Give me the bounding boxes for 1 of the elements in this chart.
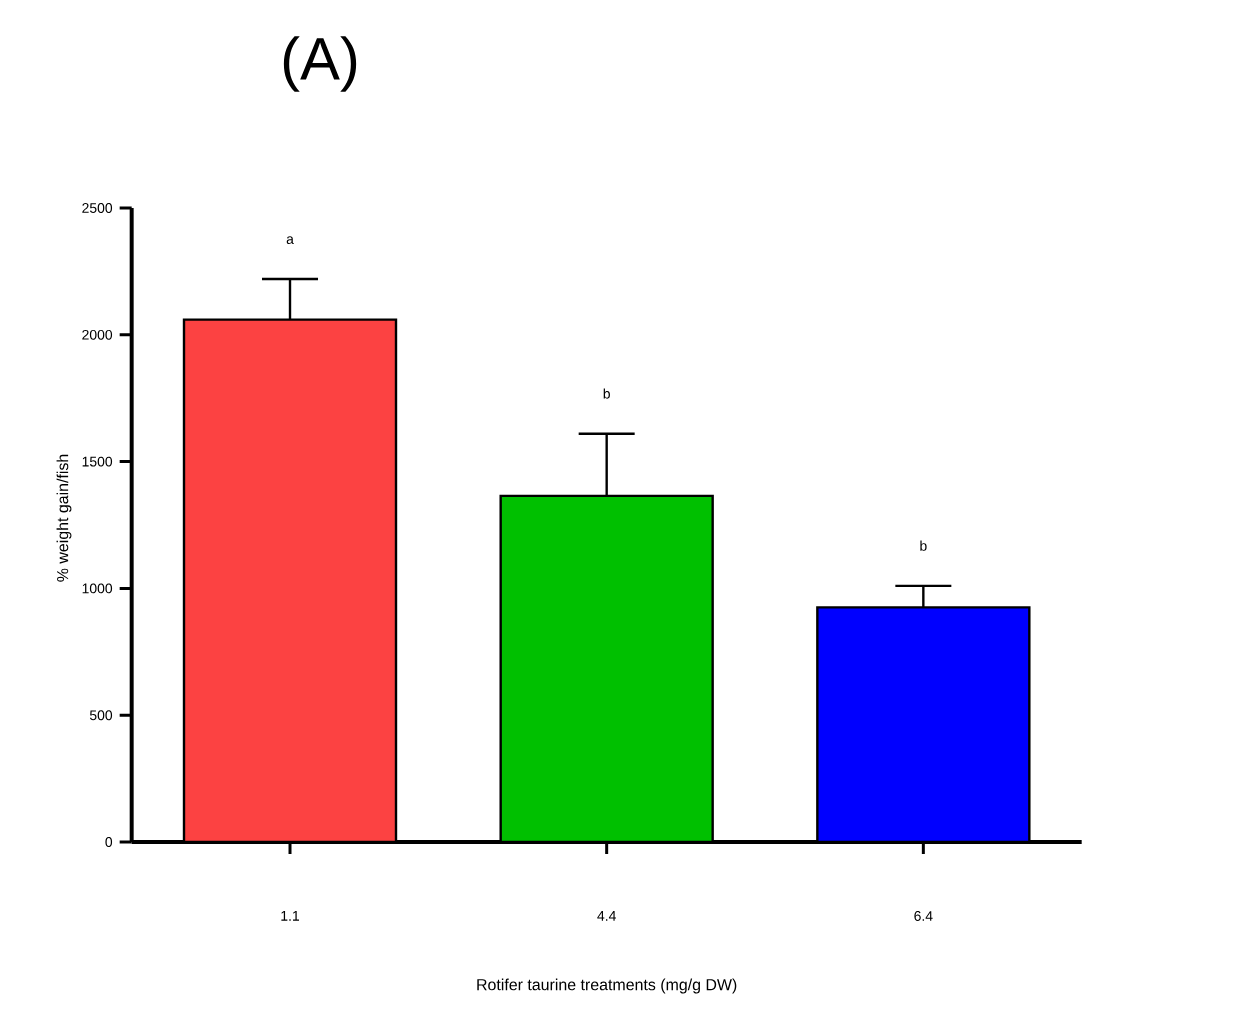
chart-title: (A) [283, 36, 357, 92]
